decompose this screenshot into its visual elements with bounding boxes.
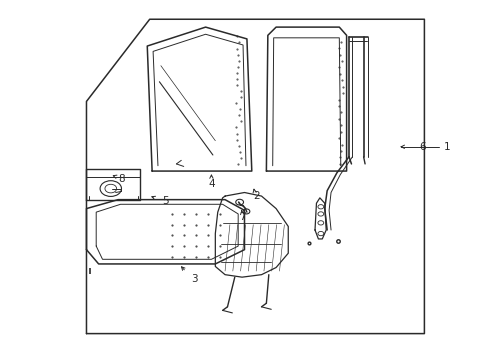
- Text: 2: 2: [253, 191, 260, 201]
- Text: 1: 1: [443, 142, 449, 152]
- Text: 6: 6: [418, 142, 425, 152]
- Text: 3: 3: [191, 274, 198, 284]
- Text: 8: 8: [119, 174, 125, 184]
- Text: 7: 7: [239, 212, 245, 222]
- Text: 4: 4: [208, 179, 214, 189]
- Text: 5: 5: [162, 197, 169, 206]
